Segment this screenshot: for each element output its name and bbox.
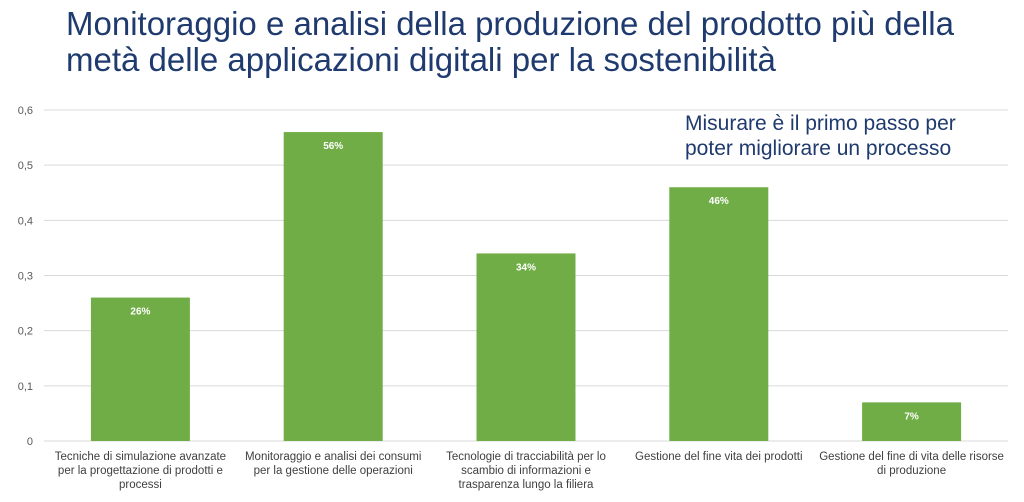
callout-text: Misurare è il primo passo per poter migl… [685,112,956,160]
bar [90,297,190,441]
data-label: 56% [323,141,343,152]
bar [862,402,962,441]
y-tick-label: 0,2 [18,326,33,338]
data-label: 34% [516,262,536,273]
y-tick-label: 0,1 [18,381,33,393]
bar [669,187,769,441]
x-category-label: Gestione del fine vita dei prodotti [635,451,803,463]
data-label: 7% [904,411,919,422]
data-label: 26% [130,307,150,318]
page-title: Monitoraggio e analisi della produzione … [66,5,954,78]
y-tick-label: 0,4 [18,215,33,227]
x-category-label: Monitoraggio e analisi dei consumi per l… [244,451,422,477]
bar [476,253,576,441]
x-category-label: Gestione del fine di vita delle risorse … [819,451,1004,477]
x-category-label: Tecnologie di tracciabilità per lo scamb… [446,451,606,491]
y-tick-label: 0,5 [18,160,33,172]
y-tick-label: 0 [27,436,33,448]
bar [283,132,383,442]
x-category-label: Tecniche di simulazione avanzate per la … [54,451,227,491]
y-tick-label: 0,3 [18,271,33,283]
data-label: 46% [709,196,729,207]
y-tick-label: 0,6 [18,105,33,117]
